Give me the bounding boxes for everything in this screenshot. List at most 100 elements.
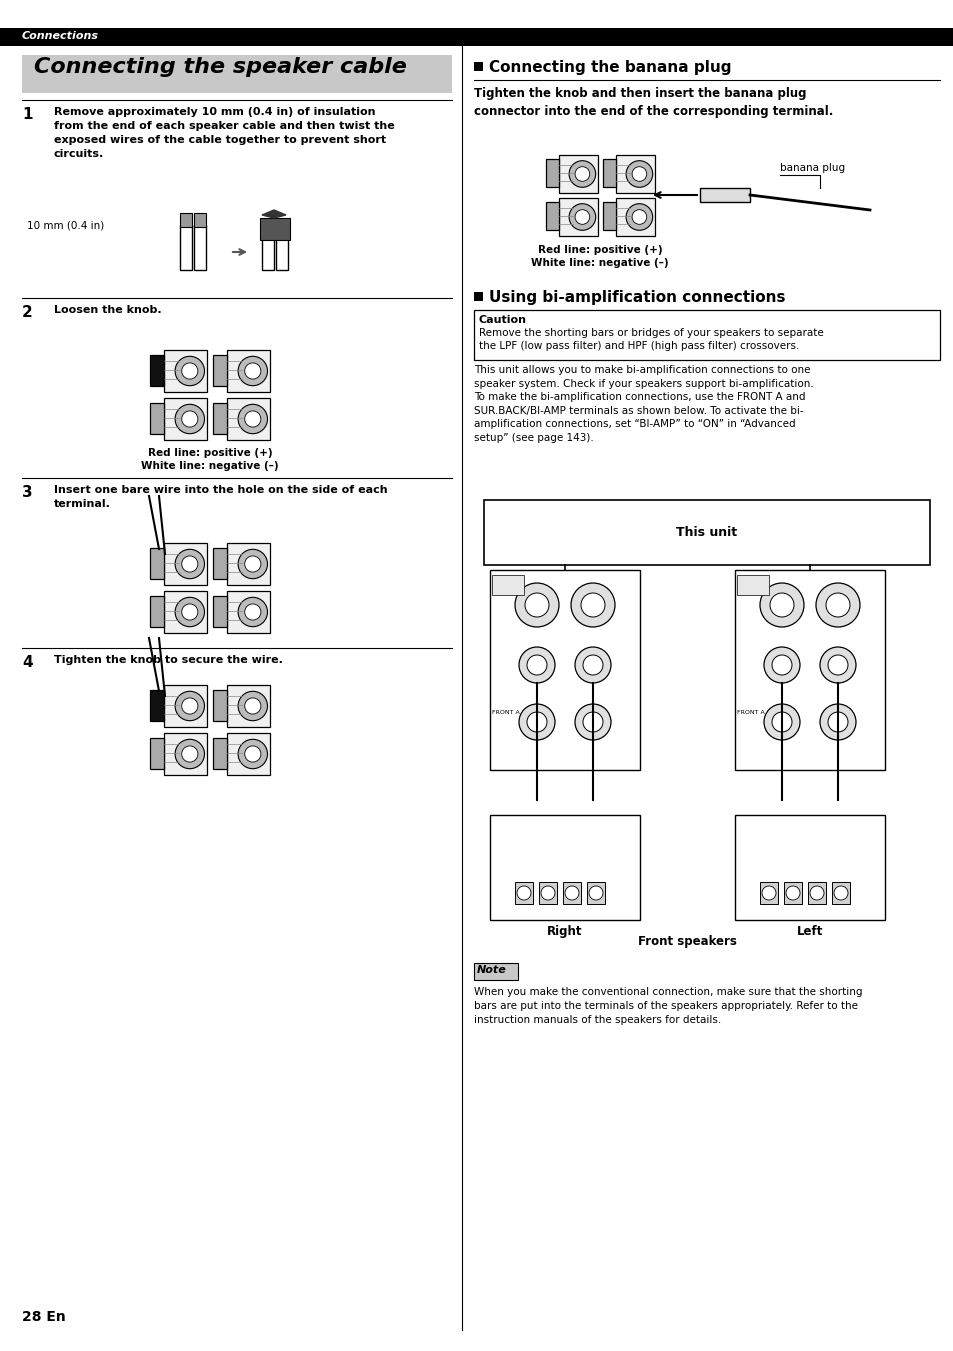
Bar (213, 690, 227, 721)
Circle shape (575, 704, 610, 740)
Bar (213, 403, 227, 434)
Circle shape (181, 746, 197, 762)
Bar (164, 399, 207, 440)
Circle shape (238, 357, 267, 385)
Circle shape (517, 886, 531, 900)
Circle shape (245, 698, 260, 715)
Circle shape (238, 739, 267, 769)
Bar (616, 155, 655, 193)
Circle shape (580, 593, 604, 617)
Text: White line: negative (–): White line: negative (–) (531, 258, 668, 267)
Bar (783, 882, 801, 904)
Circle shape (175, 357, 204, 385)
Circle shape (575, 647, 610, 684)
Bar (545, 203, 558, 230)
Text: 28 En: 28 En (22, 1310, 66, 1324)
Circle shape (575, 209, 589, 224)
Bar (164, 734, 207, 775)
Text: White line: negative (–): White line: negative (–) (141, 461, 278, 471)
Circle shape (582, 655, 602, 676)
Text: Using bi-amplification connections: Using bi-amplification connections (489, 290, 784, 305)
Text: 4: 4 (22, 655, 32, 670)
Bar (150, 403, 164, 434)
Circle shape (238, 692, 267, 720)
Text: Red line: positive (+): Red line: positive (+) (537, 245, 661, 255)
Circle shape (238, 404, 267, 434)
Bar (515, 882, 533, 904)
Bar (558, 199, 598, 236)
Circle shape (515, 584, 558, 627)
Bar (213, 596, 227, 627)
Bar (490, 815, 639, 920)
Bar (562, 882, 580, 904)
Bar (760, 882, 778, 904)
Bar (213, 549, 227, 580)
Circle shape (245, 411, 260, 427)
Text: Connecting the speaker cable: Connecting the speaker cable (34, 57, 406, 77)
Text: Connecting the banana plug: Connecting the banana plug (489, 59, 731, 76)
Circle shape (809, 886, 823, 900)
Circle shape (181, 555, 197, 571)
Text: This unit: This unit (676, 526, 737, 539)
Text: Connections: Connections (22, 31, 99, 41)
Circle shape (526, 712, 546, 732)
Circle shape (815, 584, 859, 627)
Circle shape (825, 593, 849, 617)
Circle shape (763, 647, 800, 684)
Bar (193, 213, 206, 227)
Circle shape (827, 655, 847, 676)
Circle shape (769, 593, 793, 617)
Bar (602, 203, 616, 230)
Circle shape (569, 204, 595, 230)
Bar (483, 500, 929, 565)
Bar (227, 590, 270, 634)
Circle shape (785, 886, 800, 900)
Circle shape (571, 584, 615, 627)
Circle shape (245, 604, 260, 620)
Text: SUR.BACK
BI-AMP: SUR.BACK BI-AMP (494, 577, 525, 588)
Bar (734, 815, 884, 920)
Text: Remove approximately 10 mm (0.4 in) of insulation
from the end of each speaker c: Remove approximately 10 mm (0.4 in) of i… (54, 107, 395, 159)
Circle shape (245, 555, 260, 571)
Circle shape (625, 204, 652, 230)
Bar (150, 355, 164, 386)
Bar (262, 238, 274, 270)
Bar (180, 226, 192, 270)
Bar (164, 543, 207, 585)
Circle shape (820, 647, 855, 684)
Circle shape (632, 166, 646, 181)
Bar (213, 738, 227, 769)
Bar (586, 882, 604, 904)
Circle shape (181, 698, 197, 715)
Bar (0, 28, 953, 46)
Bar (180, 213, 192, 227)
Circle shape (238, 550, 267, 578)
Circle shape (181, 604, 197, 620)
Text: Note: Note (476, 965, 506, 975)
Text: Loosen the knob.: Loosen the knob. (54, 305, 161, 315)
Circle shape (760, 584, 803, 627)
Circle shape (518, 647, 555, 684)
Bar (227, 399, 270, 440)
Bar (490, 570, 639, 770)
Bar (737, 576, 768, 594)
Text: FRONT A: FRONT A (737, 711, 764, 715)
Text: 3: 3 (22, 485, 32, 500)
Bar (150, 596, 164, 627)
Text: Right: Right (547, 925, 582, 938)
Circle shape (238, 597, 267, 627)
Bar (474, 309, 939, 359)
Circle shape (175, 597, 204, 627)
Bar (700, 188, 749, 203)
Text: Tighten the knob and then insert the banana plug
connector into the end of the c: Tighten the knob and then insert the ban… (474, 86, 833, 118)
Circle shape (540, 886, 555, 900)
Text: FRONT A: FRONT A (492, 711, 519, 715)
Bar (492, 576, 523, 594)
Bar (164, 685, 207, 727)
Text: Insert one bare wire into the hole on the side of each
terminal.: Insert one bare wire into the hole on th… (54, 485, 387, 509)
Bar (558, 155, 598, 193)
Circle shape (245, 363, 260, 380)
Bar (474, 292, 482, 301)
Text: SUR.BACK
BI-AMP: SUR.BACK BI-AMP (739, 577, 769, 588)
Bar (474, 963, 479, 981)
